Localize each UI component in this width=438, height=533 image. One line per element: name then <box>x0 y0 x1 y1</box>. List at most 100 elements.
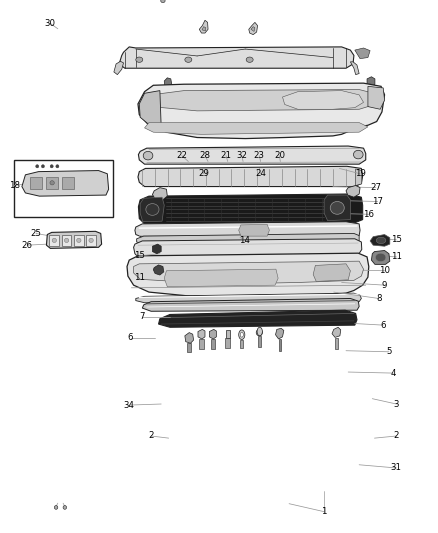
Ellipse shape <box>36 165 39 168</box>
Text: 20: 20 <box>274 151 285 160</box>
Ellipse shape <box>50 181 54 185</box>
Bar <box>74 235 84 246</box>
Text: 9: 9 <box>382 281 387 289</box>
Ellipse shape <box>136 57 143 62</box>
Bar <box>187 343 191 352</box>
Polygon shape <box>145 90 377 111</box>
Polygon shape <box>114 61 124 75</box>
Ellipse shape <box>240 333 244 337</box>
Ellipse shape <box>330 201 344 214</box>
Text: 30: 30 <box>45 19 56 28</box>
Ellipse shape <box>64 238 69 243</box>
Ellipse shape <box>41 165 45 168</box>
Text: 31: 31 <box>391 464 402 472</box>
Polygon shape <box>164 78 172 87</box>
Ellipse shape <box>146 204 159 215</box>
Polygon shape <box>355 48 370 59</box>
Polygon shape <box>332 327 341 337</box>
Bar <box>240 340 243 348</box>
Text: 28: 28 <box>199 151 211 160</box>
Polygon shape <box>249 22 258 35</box>
Text: 5: 5 <box>386 348 392 356</box>
Polygon shape <box>371 251 390 264</box>
Text: 11: 11 <box>391 253 402 261</box>
Polygon shape <box>142 298 359 311</box>
Polygon shape <box>283 91 364 109</box>
Text: 15: 15 <box>391 236 402 244</box>
Polygon shape <box>138 166 363 187</box>
Text: 21: 21 <box>220 151 232 160</box>
Polygon shape <box>46 231 102 248</box>
Polygon shape <box>199 20 208 33</box>
Ellipse shape <box>50 165 53 168</box>
Ellipse shape <box>256 329 262 336</box>
Polygon shape <box>198 329 205 339</box>
Text: 17: 17 <box>372 197 383 206</box>
Text: 15: 15 <box>134 252 145 260</box>
Polygon shape <box>356 169 362 185</box>
Polygon shape <box>152 244 161 254</box>
Polygon shape <box>134 261 364 284</box>
Bar <box>30 177 42 189</box>
Text: 11: 11 <box>134 273 145 281</box>
Text: 25: 25 <box>30 229 42 238</box>
Polygon shape <box>202 27 206 31</box>
Text: 8: 8 <box>376 294 381 303</box>
Text: 18: 18 <box>8 181 20 190</box>
Polygon shape <box>159 310 357 327</box>
Polygon shape <box>346 185 360 197</box>
Bar <box>226 330 230 338</box>
Ellipse shape <box>161 0 165 3</box>
Text: 34: 34 <box>124 401 135 409</box>
Polygon shape <box>137 233 359 244</box>
Bar <box>14 160 113 217</box>
Ellipse shape <box>375 253 386 262</box>
Polygon shape <box>145 123 368 134</box>
Text: 16: 16 <box>363 210 374 219</box>
Bar <box>62 177 74 189</box>
Text: 6: 6 <box>128 334 133 342</box>
Text: 14: 14 <box>239 237 250 245</box>
Bar <box>62 235 71 246</box>
Text: 3: 3 <box>394 400 399 408</box>
Text: 19: 19 <box>355 169 365 178</box>
Ellipse shape <box>89 238 93 243</box>
Bar <box>258 336 261 347</box>
Polygon shape <box>239 224 269 236</box>
Ellipse shape <box>257 327 262 336</box>
Text: 6: 6 <box>381 321 386 329</box>
Ellipse shape <box>77 238 81 243</box>
Text: 24: 24 <box>255 169 266 178</box>
Text: 27: 27 <box>370 183 381 192</box>
Polygon shape <box>370 235 390 246</box>
Bar <box>225 338 230 348</box>
Bar <box>46 177 58 189</box>
Text: 10: 10 <box>379 266 390 275</box>
Text: 32: 32 <box>236 151 247 160</box>
Ellipse shape <box>56 165 59 168</box>
Polygon shape <box>119 47 354 68</box>
Polygon shape <box>156 190 165 198</box>
Polygon shape <box>153 265 164 275</box>
Bar <box>49 235 59 246</box>
Polygon shape <box>138 146 366 164</box>
Text: 26: 26 <box>21 241 33 249</box>
Ellipse shape <box>239 330 245 340</box>
Polygon shape <box>135 222 360 237</box>
Text: 2: 2 <box>394 432 399 440</box>
Polygon shape <box>140 197 164 222</box>
Polygon shape <box>127 253 369 297</box>
Text: 7: 7 <box>140 312 145 321</box>
Text: 22: 22 <box>176 151 187 160</box>
Polygon shape <box>22 171 109 196</box>
Polygon shape <box>134 239 362 259</box>
Ellipse shape <box>185 57 192 62</box>
Ellipse shape <box>63 505 67 510</box>
Text: 4: 4 <box>391 369 396 377</box>
Ellipse shape <box>376 237 386 244</box>
Text: 1: 1 <box>321 507 327 516</box>
Polygon shape <box>276 328 284 339</box>
Bar <box>86 235 96 246</box>
Polygon shape <box>367 77 375 87</box>
Ellipse shape <box>143 151 153 160</box>
